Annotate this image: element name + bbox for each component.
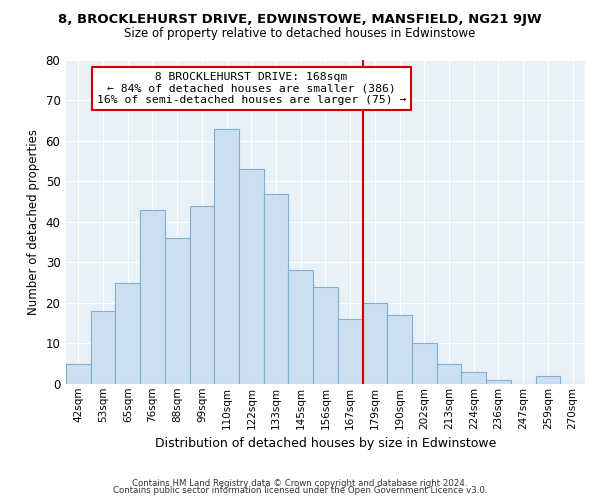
Text: Contains public sector information licensed under the Open Government Licence v3: Contains public sector information licen…	[113, 486, 487, 495]
Bar	[362, 303, 387, 384]
Bar	[115, 282, 140, 384]
Bar	[536, 376, 560, 384]
Y-axis label: Number of detached properties: Number of detached properties	[27, 129, 40, 315]
Bar	[461, 372, 486, 384]
Bar	[190, 206, 214, 384]
Bar	[338, 319, 362, 384]
Bar	[264, 194, 289, 384]
Text: 8 BROCKLEHURST DRIVE: 168sqm  
← 84% of detached houses are smaller (386)
16% of: 8 BROCKLEHURST DRIVE: 168sqm ← 84% of de…	[97, 72, 406, 106]
Bar	[313, 286, 338, 384]
Bar	[165, 238, 190, 384]
X-axis label: Distribution of detached houses by size in Edwinstowe: Distribution of detached houses by size …	[155, 437, 496, 450]
Bar	[140, 210, 165, 384]
Bar	[289, 270, 313, 384]
Bar	[66, 364, 91, 384]
Bar	[412, 344, 437, 384]
Bar	[486, 380, 511, 384]
Text: Contains HM Land Registry data © Crown copyright and database right 2024.: Contains HM Land Registry data © Crown c…	[132, 478, 468, 488]
Bar	[91, 311, 115, 384]
Text: 8, BROCKLEHURST DRIVE, EDWINSTOWE, MANSFIELD, NG21 9JW: 8, BROCKLEHURST DRIVE, EDWINSTOWE, MANSF…	[58, 12, 542, 26]
Bar	[437, 364, 461, 384]
Text: Size of property relative to detached houses in Edwinstowe: Size of property relative to detached ho…	[124, 28, 476, 40]
Bar	[387, 315, 412, 384]
Bar	[239, 170, 264, 384]
Bar	[214, 129, 239, 384]
